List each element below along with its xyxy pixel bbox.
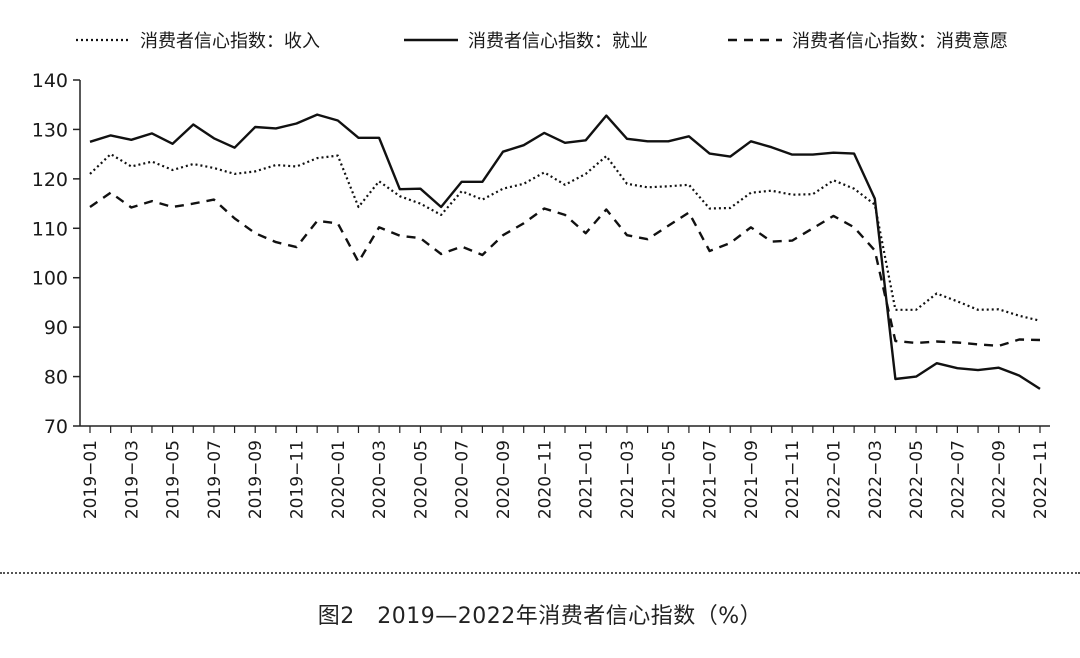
- x-tick-label: 2021−07: [701, 440, 721, 519]
- x-tick-label: 2022−03: [866, 440, 886, 519]
- x-tick-label: 2019−09: [246, 440, 266, 519]
- x-tick-label: 2019−01: [81, 440, 101, 519]
- x-tick-label: 2021−03: [618, 440, 638, 519]
- x-tick-label: 2020−07: [453, 440, 473, 519]
- legend-label: 消费者信心指数：消费意愿: [792, 31, 1008, 52]
- axes: 70 80 90 100 110 120 130 140 2019−01 2019−03 2019−…: [32, 70, 1051, 519]
- y-tick-label: 80: [44, 367, 68, 389]
- x-tick-label: 2020−11: [535, 440, 555, 519]
- x-tick-label: 2022−05: [907, 440, 927, 519]
- y-tick-label: 100: [32, 268, 68, 290]
- figure-caption: 图2 2019—2022年消费者信心指数（%）: [317, 604, 763, 629]
- consumer-confidence-chart: 消费者信心指数：收入 消费者信心指数：就业 消费者信心指数：消费意愿 70 80 90 1…: [32, 31, 1051, 519]
- x-tick-label: 2019−03: [122, 440, 142, 519]
- series-line-dotted: [89, 153, 1041, 322]
- dotted-separator: [0, 572, 1080, 574]
- x-tick-label: 2020−01: [329, 440, 349, 519]
- x-tick-label: 2022−07: [948, 440, 968, 519]
- x-tick-label: 2020−09: [494, 440, 514, 519]
- x-tick-label: 2021−11: [783, 440, 803, 519]
- series-line-solid: [89, 113, 1041, 390]
- series-line-dashed: [89, 191, 1041, 348]
- x-tick-label: 2021−01: [577, 440, 597, 519]
- y-tick-label: 130: [32, 119, 68, 141]
- x-tick-label: 2020−05: [411, 440, 431, 519]
- y-tick-label: 140: [32, 70, 68, 92]
- x-tick-label: 2019−07: [205, 440, 225, 519]
- y-tick-label: 120: [32, 169, 68, 191]
- y-tick-label: 110: [32, 218, 68, 240]
- legend-label: 消费者信心指数：就业: [468, 31, 648, 52]
- x-tick-label: 2022−01: [824, 440, 844, 519]
- y-tick-label: 90: [44, 317, 68, 339]
- x-tick-label: 2021−05: [659, 440, 679, 519]
- x-tick-label: 2019−05: [164, 440, 184, 519]
- y-tick-label: 70: [44, 416, 68, 438]
- x-tick-label: 2022−09: [990, 440, 1010, 519]
- legend: 消费者信心指数：收入 消费者信心指数：就业 消费者信心指数：消费意愿: [76, 31, 1008, 52]
- series-layer: [89, 113, 1041, 390]
- x-tick-label: 2020−03: [370, 440, 390, 519]
- x-tick-label: 2022−11: [1031, 440, 1051, 519]
- legend-label: 消费者信心指数：收入: [140, 31, 320, 52]
- x-tick-label: 2019−11: [288, 440, 308, 519]
- x-tick-label: 2021−09: [742, 440, 762, 519]
